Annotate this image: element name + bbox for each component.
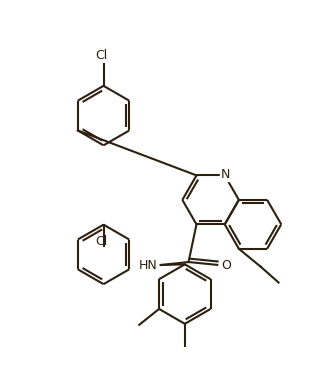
Text: Cl: Cl (95, 235, 108, 249)
Text: N: N (221, 168, 230, 181)
Text: N: N (221, 168, 230, 181)
Text: HN: HN (139, 259, 158, 272)
Text: O: O (221, 259, 231, 272)
Text: Cl: Cl (95, 49, 108, 62)
